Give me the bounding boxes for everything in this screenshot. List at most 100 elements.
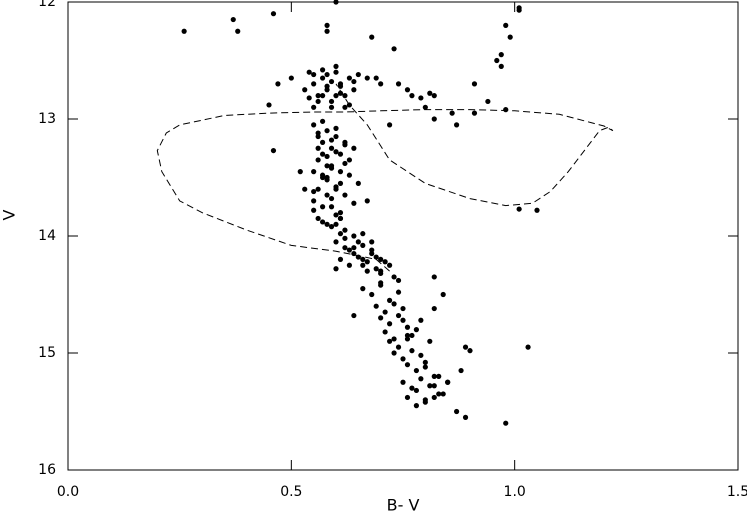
star-point — [337, 210, 344, 216]
star-point — [404, 324, 411, 330]
star-point — [387, 321, 393, 327]
star-point — [494, 57, 500, 64]
star-point — [328, 163, 335, 169]
star-point — [320, 75, 326, 81]
star-point — [342, 235, 348, 241]
star-point — [404, 362, 411, 368]
star-point — [320, 219, 326, 225]
y-tick-label: 13 — [38, 111, 56, 127]
star-point — [462, 344, 469, 350]
star-point — [395, 277, 402, 284]
star-point — [391, 46, 397, 52]
star-point — [337, 231, 344, 237]
y-tick-label: 14 — [38, 228, 56, 244]
star-point — [355, 71, 361, 78]
star-point — [431, 383, 437, 389]
star-point — [387, 262, 393, 268]
y-axis-label: V — [0, 209, 19, 220]
star-point — [337, 90, 344, 96]
star-point — [337, 180, 344, 186]
star-point — [351, 78, 357, 85]
star-point — [346, 262, 352, 268]
star-point — [413, 387, 419, 394]
star-point — [351, 312, 357, 319]
star-point — [400, 317, 406, 323]
star-point — [382, 259, 388, 265]
star-point — [275, 81, 281, 87]
star-point — [418, 376, 424, 382]
star-point — [315, 93, 321, 99]
star-point — [355, 239, 361, 245]
star-point — [413, 403, 419, 409]
star-point — [431, 274, 437, 280]
star-point — [328, 137, 335, 143]
star-point — [445, 379, 451, 385]
star-point — [387, 122, 393, 128]
star-point — [418, 317, 424, 323]
star-point — [462, 414, 469, 420]
star-point — [181, 28, 187, 34]
star-point — [471, 110, 478, 116]
star-point — [342, 192, 348, 198]
star-point — [458, 367, 464, 374]
star-point — [449, 110, 455, 116]
star-point — [302, 87, 308, 93]
star-point — [297, 169, 303, 175]
star-point — [516, 206, 522, 212]
star-point — [360, 242, 366, 248]
star-point — [422, 399, 428, 405]
star-point — [311, 81, 317, 87]
star-point — [311, 122, 317, 128]
star-point — [404, 332, 411, 339]
star-point — [498, 63, 504, 69]
star-point — [315, 157, 321, 163]
star-point — [342, 93, 348, 99]
star-point — [516, 7, 522, 13]
star-point — [400, 379, 406, 385]
star-point — [333, 186, 339, 192]
star-point — [409, 348, 415, 354]
star-point — [418, 95, 424, 101]
star-point — [333, 63, 339, 69]
star-point — [355, 180, 361, 186]
star-point — [378, 282, 384, 288]
star-point — [471, 81, 478, 87]
star-point — [351, 233, 357, 239]
star-point — [315, 98, 321, 105]
star-point — [422, 364, 428, 370]
star-point — [342, 139, 348, 145]
star-point — [328, 145, 335, 151]
star-point — [333, 133, 339, 140]
star-point — [534, 207, 540, 213]
star-point — [328, 98, 335, 105]
star-point — [427, 90, 433, 96]
star-point — [427, 383, 433, 389]
y-tick-label: 12 — [38, 0, 56, 10]
star-point — [378, 81, 384, 87]
star-point — [391, 301, 397, 307]
star-point — [369, 239, 375, 245]
star-point — [328, 104, 335, 110]
star-point — [525, 344, 531, 350]
star-point — [382, 329, 388, 335]
star-point — [351, 145, 357, 151]
star-point — [409, 385, 415, 391]
star-point — [311, 207, 317, 213]
star-point — [333, 69, 339, 75]
x-tick-label: 1.5 — [727, 484, 747, 500]
star-point — [400, 305, 406, 312]
star-point — [503, 420, 509, 426]
star-point — [507, 34, 513, 40]
star-point — [324, 22, 330, 28]
star-point — [360, 262, 366, 268]
star-point — [346, 172, 352, 178]
star-point — [413, 367, 419, 374]
star-point — [337, 169, 344, 175]
star-point — [315, 145, 321, 151]
star-point — [454, 408, 460, 415]
star-point — [328, 195, 335, 202]
star-point — [395, 81, 402, 87]
x-tick-label: 0.5 — [280, 484, 302, 500]
star-point — [342, 227, 348, 233]
